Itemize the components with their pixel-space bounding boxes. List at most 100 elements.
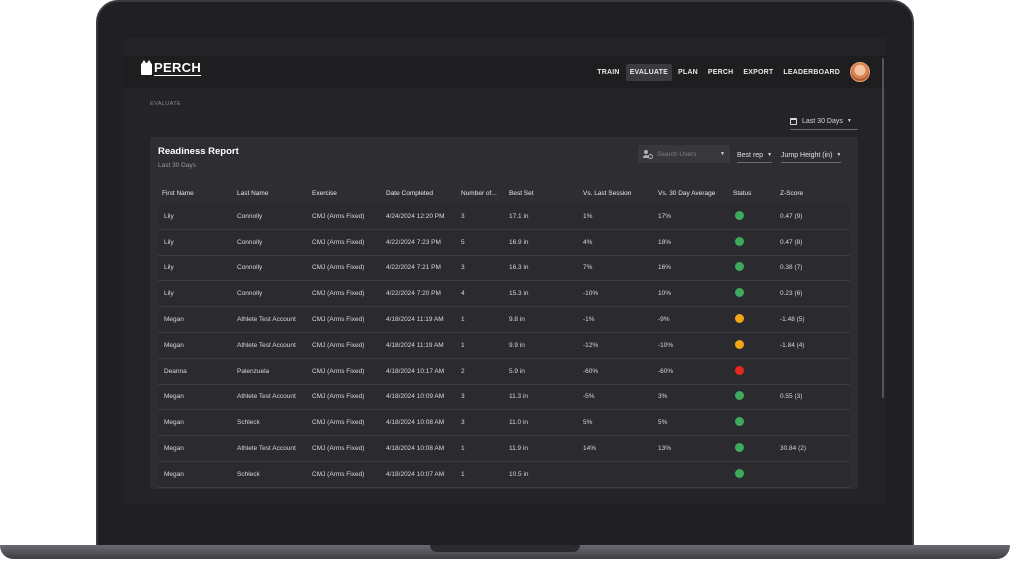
table-row[interactable]: Lily Connolly CMJ (Arms Fixed) 4/24/2024 12…: [158, 204, 850, 230]
column-header[interactable]: Status: [733, 190, 752, 197]
date-cell: 4/22/2024 7:21 PM: [386, 264, 441, 272]
best-set-cell: 11.3 in: [509, 393, 529, 401]
column-header[interactable]: Best Set: [509, 190, 534, 197]
exercise-cell: CMJ (Arms Fixed): [312, 264, 365, 272]
column-header[interactable]: Vs. Last Session: [583, 190, 632, 197]
column-header[interactable]: Z-Score: [780, 190, 804, 197]
table-header-row: First Name Last Name Exercise Date Complete…: [158, 187, 850, 200]
breadcrumb: EVALUATE: [150, 101, 182, 107]
exercise-cell: CMJ (Arms Fixed): [312, 419, 365, 427]
exercise-cell: CMJ (Arms Fixed): [312, 341, 365, 349]
date-cell: 4/18/2024 10:07 AM: [386, 470, 445, 478]
number-cell: 3: [461, 393, 465, 401]
table-row[interactable]: Megan Schleck CMJ (Arms Fixed) 4/18/2024 10…: [158, 410, 850, 437]
table-row[interactable]: Deanna Palenzuela CMJ (Arms Fixed) 4/18/202…: [158, 358, 850, 385]
nav-item-leaderboard[interactable]: LEADERBOARD: [783, 68, 840, 76]
status-cell: [729, 236, 776, 248]
best-set-cell: 10.5 in: [509, 470, 529, 478]
top-nav-bar: PERCH TRAIN EVALUATE PLAN PERCH EXPORT LEADER…: [124, 56, 886, 88]
status-cell: [729, 391, 776, 402]
best-rep-select[interactable]: Best rep ▼: [737, 148, 773, 163]
vs-30-day-average-cell: 5%: [658, 419, 668, 427]
user-search-icon: [643, 149, 653, 159]
status-cell: [729, 210, 776, 222]
best-rep-value: Best rep: [737, 151, 764, 159]
nav-item-perch[interactable]: PERCH: [707, 68, 734, 76]
first-name-cell: Megan: [164, 393, 184, 401]
app-screen: PERCH TRAIN EVALUATE PLAN PERCH EXPORT LEADER…: [124, 38, 886, 504]
table-row[interactable]: Megan Athlete Test Account CMJ (Arms Fixed…: [158, 384, 850, 411]
last-name-cell: Connolly: [237, 238, 263, 246]
best-set-cell: 9.9 in: [509, 341, 525, 349]
status-indicator-icon: [735, 288, 744, 298]
exercise-cell: CMJ (Arms Fixed): [312, 238, 365, 246]
vs-30-day-average-cell: -60%: [658, 367, 674, 375]
table-row[interactable]: Megan Athlete Test Account CMJ (Arms Fixed…: [158, 436, 850, 462]
table-row[interactable]: Megan Schleck CMJ (Arms Fixed) 4/18/2024 10…: [158, 461, 850, 488]
first-name-cell: Deanna: [164, 367, 187, 375]
column-header[interactable]: Number of...: [461, 190, 497, 197]
first-name-cell: Megan: [164, 419, 184, 427]
status-indicator-icon: [735, 365, 744, 375]
status-cell: [729, 417, 776, 428]
main-nav: TRAIN EVALUATE PLAN PERCH EXPORT LEADERBOARD: [593, 62, 870, 82]
date-range-select[interactable]: Last 30 Days ▼: [790, 113, 858, 130]
table-row[interactable]: Megan Athlete Test Account CMJ (Arms Fixed…: [158, 332, 850, 359]
status-indicator-icon: [735, 210, 744, 220]
number-cell: 1: [461, 445, 465, 453]
status-cell: [729, 339, 776, 351]
z-score-cell: 0.55 (3): [780, 393, 803, 401]
column-header[interactable]: Date Completed: [386, 190, 433, 197]
status-indicator-icon: [735, 391, 744, 401]
column-header[interactable]: Vs. 30 Day Average: [658, 190, 716, 197]
metric-select[interactable]: Jump Height (in) ▼: [781, 148, 842, 163]
date-cell: 4/18/2024 10:17 AM: [386, 367, 445, 375]
best-set-cell: 15.3 in: [509, 290, 529, 298]
status-cell: [729, 262, 776, 273]
last-name-cell: Connolly: [237, 290, 263, 298]
exercise-cell: CMJ (Arms Fixed): [312, 367, 365, 375]
first-name-cell: Lily: [164, 212, 174, 220]
table-row[interactable]: Lily Connolly CMJ (Arms Fixed) 4/22/2024 7:…: [158, 281, 850, 308]
chevron-down-icon: ▼: [720, 151, 725, 157]
last-name-cell: Athlete Test Account: [237, 316, 296, 324]
date-cell: 4/18/2024 10:09 AM: [386, 393, 445, 401]
nav-item-evaluate[interactable]: EVALUATE: [625, 63, 672, 81]
column-header[interactable]: Exercise: [312, 190, 337, 197]
vs-30-day-average-cell: 18%: [658, 238, 672, 246]
number-cell: 1: [461, 316, 465, 324]
number-cell: 5: [461, 238, 465, 246]
page-scrollbar[interactable]: [882, 58, 884, 398]
date-cell: 4/18/2024 10:08 AM: [386, 419, 445, 427]
status-indicator-icon: [735, 443, 744, 453]
last-name-cell: Schleck: [237, 470, 260, 478]
number-cell: 4: [461, 290, 465, 298]
status-cell: [729, 288, 776, 299]
exercise-cell: CMJ (Arms Fixed): [312, 470, 365, 478]
best-set-cell: 11.0 in: [509, 419, 529, 427]
table-row[interactable]: Megan Athlete Test Account CMJ (Arms Fixed…: [158, 307, 850, 333]
vs-30-day-average-cell: 13%: [658, 445, 672, 453]
table-row[interactable]: Lily Connolly CMJ (Arms Fixed) 4/22/2024 7:…: [158, 229, 850, 256]
vs-last-session-cell: -60%: [583, 367, 599, 375]
vs-last-session-cell: 1%: [583, 212, 593, 220]
vs-last-session-cell: -1%: [583, 316, 595, 324]
nav-item-export[interactable]: EXPORT: [743, 68, 774, 76]
number-cell: 3: [461, 264, 465, 272]
status-cell: [729, 314, 776, 325]
date-range-value: Last 30 Days: [802, 117, 843, 125]
user-avatar[interactable]: [850, 62, 870, 82]
vs-30-day-average-cell: 10%: [658, 290, 672, 298]
nav-item-train[interactable]: TRAIN: [597, 68, 620, 76]
date-cell: 4/18/2024 11:19 AM: [386, 316, 444, 324]
chevron-down-icon: ▼: [836, 152, 842, 158]
vs-30-day-average-cell: 17%: [658, 212, 672, 220]
best-set-cell: 9.8 in: [509, 316, 525, 324]
nav-item-plan[interactable]: PLAN: [677, 68, 698, 76]
search-users-input[interactable]: Search Users ▼: [638, 145, 730, 163]
column-header[interactable]: First Name: [162, 190, 194, 197]
status-indicator-icon: [735, 314, 744, 324]
column-header[interactable]: Last Name: [237, 190, 269, 197]
table-row[interactable]: Lily Connolly CMJ (Arms Fixed) 4/22/2024 7:…: [158, 255, 850, 282]
perch-logo[interactable]: PERCH: [141, 60, 202, 76]
